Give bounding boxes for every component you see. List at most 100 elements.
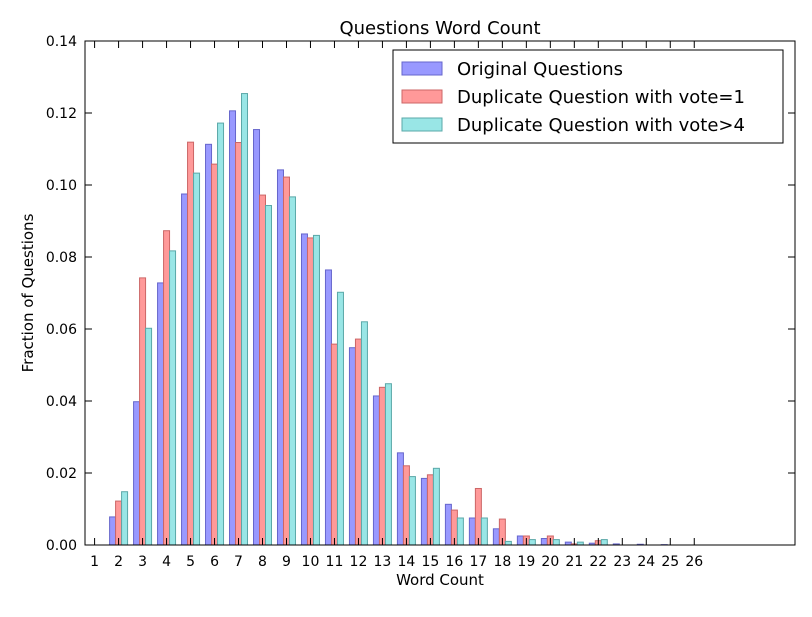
bar-series-0-x-12 [349,348,355,545]
bar-series-2-x-17 [481,518,487,545]
bar-series-2-x-2 [122,492,128,545]
x-tick-label: 17 [469,554,487,570]
x-tick-label: 3 [138,554,147,570]
y-tick-label: 0.12 [46,106,77,122]
bar-series-1-x-6 [212,164,218,545]
legend-swatch-1 [402,90,442,103]
bar-series-2-x-6 [218,123,224,545]
y-tick-label: 0.14 [46,34,77,50]
x-tick-label: 8 [258,554,267,570]
x-tick-label: 22 [589,554,607,570]
bar-series-1-x-5 [188,142,194,545]
bar-series-1-x-15 [427,475,433,545]
x-tick-label: 10 [302,554,320,570]
bar-series-2-x-9 [289,197,295,545]
legend: Original Questions Duplicate Question wit… [393,50,783,143]
bar-series-2-x-16 [457,518,463,545]
y-tick-label: 0.10 [46,178,77,194]
bar-series-2-x-19 [529,540,535,545]
x-tick-label: 4 [162,554,171,570]
y-tick-label: 0.04 [46,394,77,410]
x-tick-label: 1 [90,554,99,570]
bar-series-0-x-16 [445,504,451,545]
x-tick-label: 23 [613,554,631,570]
bar-series-1-x-3 [140,278,146,545]
y-tick-label: 0.00 [46,538,77,554]
x-tick-label: 24 [637,554,655,570]
bar-series-2-x-8 [266,206,272,545]
bar-series-2-x-13 [385,384,391,545]
bar-series-1-x-4 [164,231,170,545]
x-tick-label: 18 [493,554,511,570]
bars-group [110,94,668,545]
bar-series-2-x-3 [146,328,152,545]
bar-series-1-x-13 [379,387,385,545]
bar-series-0-x-11 [325,270,331,545]
y-tick-label: 0.08 [46,250,77,266]
x-tick-label: 20 [541,554,559,570]
bar-series-1-x-12 [355,339,361,545]
bar-series-1-x-9 [283,177,289,545]
x-tick-label: 26 [685,554,703,570]
bar-series-1-x-8 [260,195,266,545]
bar-series-2-x-5 [194,173,200,545]
x-tick-label: 21 [565,554,583,570]
y-axis-label: Fraction of Questions [19,213,37,372]
bar-series-0-x-7 [230,111,236,545]
x-tick-label: 12 [350,554,368,570]
x-tick-label: 11 [326,554,344,570]
x-tick-label: 15 [421,554,439,570]
legend-label-2: Duplicate Question with vote>4 [457,115,745,136]
bar-series-0-x-5 [182,194,188,545]
y-tick-label: 0.06 [46,322,77,338]
bar-series-0-x-9 [277,170,283,545]
legend-swatch-2 [402,118,442,131]
bar-series-2-x-10 [313,235,319,545]
bar-series-0-x-6 [206,144,212,545]
bar-series-0-x-15 [421,478,427,545]
bar-series-2-x-20 [553,540,559,545]
x-tick-label: 14 [398,554,416,570]
bar-series-2-x-22 [601,540,607,545]
x-tick-label: 19 [517,554,535,570]
bar-series-2-x-11 [337,292,343,545]
chart-title: Questions Word Count [339,18,540,39]
bar-series-1-x-11 [331,344,337,545]
x-tick-label: 7 [234,554,243,570]
bar-series-2-x-15 [433,468,439,545]
bar-series-0-x-18 [493,529,499,545]
bar-series-2-x-14 [409,477,415,545]
bar-series-1-x-17 [475,488,481,545]
x-tick-label: 6 [210,554,219,570]
x-tick-label: 9 [282,554,291,570]
x-tick-label: 5 [186,554,195,570]
bar-series-0-x-14 [397,453,403,545]
bar-series-2-x-4 [170,251,176,545]
bar-series-0-x-17 [469,518,475,545]
bar-series-1-x-14 [403,466,409,545]
x-tick-label: 25 [661,554,679,570]
x-axis-label: Word Count [396,571,484,589]
bar-series-1-x-7 [236,143,242,545]
bar-series-0-x-20 [541,539,547,545]
bar-series-0-x-19 [517,536,523,545]
legend-label-0: Original Questions [457,59,623,80]
bar-series-0-x-3 [134,402,140,545]
x-tick-label: 16 [445,554,463,570]
bar-series-1-x-10 [307,238,313,545]
bar-series-2-x-12 [361,322,367,545]
bar-series-0-x-8 [254,130,260,545]
x-tick-label: 13 [374,554,392,570]
bar-series-0-x-13 [373,396,379,545]
bar-series-0-x-4 [158,283,164,545]
bar-series-2-x-18 [505,541,511,545]
x-tick-label: 2 [114,554,123,570]
bar-series-0-x-10 [301,234,307,545]
bar-series-0-x-2 [110,517,116,545]
bar-series-2-x-7 [242,94,248,545]
legend-swatch-0 [402,62,442,75]
y-tick-label: 0.02 [46,466,77,482]
legend-label-1: Duplicate Question with vote=1 [457,87,745,108]
